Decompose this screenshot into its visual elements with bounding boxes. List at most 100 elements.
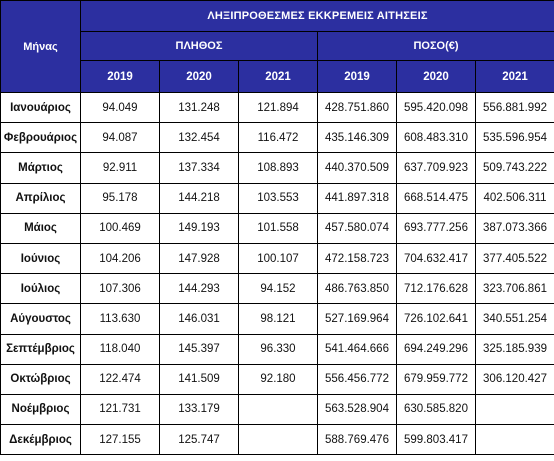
count-cell-2021: 98.121: [238, 303, 318, 335]
count-year-2019-header: 2019: [80, 60, 160, 93]
amount-cell-2021: 325.185.939: [474, 333, 554, 365]
month-cell: Μάρτιος: [0, 152, 81, 184]
count-cell-2020: 144.293: [159, 273, 239, 305]
amount-cell-2020: 693.777.256: [396, 212, 476, 244]
amount-cell-2020: 599.803.417: [396, 424, 476, 456]
amount-cell-2019: 441.897.318: [317, 182, 397, 214]
count-year-2020-header: 2020: [159, 60, 239, 93]
count-cell-2020: 146.031: [159, 303, 239, 335]
amount-cell-2021: 387.073.366: [474, 212, 554, 244]
count-cell-2020: 132.454: [159, 122, 239, 154]
count-cell-2021: 108.893: [238, 152, 318, 184]
count-year-2021-header: 2021: [238, 60, 318, 93]
count-group-header: ΠΛΗΘΟΣ: [80, 31, 318, 61]
table-row: Ιανουάριος 94.049 131.248 121.894 428.751.86…: [0, 91, 554, 124]
count-cell-2021: 116.472: [238, 122, 318, 154]
table-row: Μάιος 100.469 149.193 101.558 457.580.074 693…: [0, 212, 554, 244]
table-row: Φεβρουάριος 94.087 132.454 116.472 435.146.3…: [0, 122, 554, 154]
count-cell-2020: 131.248: [159, 91, 239, 124]
count-cell-2020: 133.179: [159, 393, 239, 426]
table-row: Απρίλιος 95.178 144.218 103.553 441.897.318 6…: [0, 182, 554, 214]
month-cell: Αύγουστος: [0, 303, 81, 335]
amount-cell-2021: 306.120.427: [474, 363, 554, 395]
count-cell-2019: 100.469: [80, 212, 160, 244]
count-cell-2019: 127.155: [80, 424, 160, 456]
amount-cell-2020: 637.709.923: [396, 152, 476, 184]
amount-cell-2019: 435.146.309: [317, 122, 397, 154]
count-cell-2020: 149.193: [159, 212, 239, 244]
count-cell-2021: 101.558: [238, 212, 318, 244]
amount-cell-2021: [474, 393, 554, 426]
amount-cell-2019: 588.769.476: [317, 424, 397, 456]
amount-cell-2019: 440.370.509: [317, 152, 397, 184]
amount-cell-2019: 457.580.074: [317, 212, 397, 244]
count-cell-2019: 122.474: [80, 363, 160, 395]
month-cell: Ιανουάριος: [0, 91, 81, 124]
table-title: ΛΗΞΙΠΡΟΘΕΣΜΕΣ ΕΚΚΡΕΜΕΙΣ ΑΙΤΗΣΕΙΣ: [79, 0, 554, 32]
amount-cell-2020: 630.585.820: [396, 393, 476, 426]
amount-cell-2020: 679.959.772: [396, 363, 476, 395]
amount-cell-2020: 608.483.310: [396, 122, 476, 154]
count-cell-2020: 144.218: [159, 182, 239, 214]
count-cell-2021: [238, 424, 318, 456]
count-cell-2021: 96.330: [238, 333, 318, 365]
amount-cell-2019: 527.169.964: [317, 303, 397, 335]
amount-year-2021-header: 2021: [474, 60, 554, 93]
count-cell-2021: 94.152: [238, 273, 318, 305]
table-row: Δεκέμβριος 127.155 125.747 588.769.476 599.8…: [0, 424, 554, 456]
amount-cell-2019: 472.158.723: [317, 242, 397, 275]
amount-cell-2021: 535.596.954: [474, 122, 554, 154]
count-cell-2019: 118.040: [80, 333, 160, 365]
amount-cell-2020: 595.420.098: [396, 91, 476, 124]
count-cell-2019: 107.306: [80, 273, 160, 305]
amount-group-header: ΠΟΣΟ(€): [316, 31, 554, 61]
amount-cell-2021: 323.706.861: [474, 273, 554, 305]
month-cell: Οκτώβριος: [0, 363, 81, 395]
amount-cell-2020: 668.514.475: [396, 182, 476, 214]
amount-year-2019-header: 2019: [317, 60, 397, 93]
amount-cell-2021: 509.743.222: [474, 152, 554, 184]
count-cell-2021: 92.180: [238, 363, 318, 395]
table-body: Ιανουάριος 94.049 131.248 121.894 428.751.86…: [0, 91, 554, 456]
count-cell-2019: 121.731: [80, 393, 160, 426]
count-cell-2019: 95.178: [80, 182, 160, 214]
amount-cell-2020: 694.249.296: [396, 333, 476, 365]
amount-cell-2021: 556.881.992: [474, 91, 554, 124]
table-row: Ιούνιος 104.206 147.928 100.107 472.158.723 7…: [0, 242, 554, 275]
amount-cell-2021: 340.551.254: [474, 303, 554, 335]
count-cell-2020: 145.397: [159, 333, 239, 365]
count-cell-2020: 125.747: [159, 424, 239, 456]
count-cell-2020: 137.334: [159, 152, 239, 184]
month-cell: Νοέμβριος: [0, 393, 81, 426]
amount-cell-2021: [474, 424, 554, 456]
count-cell-2019: 113.630: [80, 303, 160, 335]
month-column-header: Μήνας: [0, 0, 81, 93]
table-row: Ιούλιος 107.306 144.293 94.152 486.763.850 71…: [0, 273, 554, 305]
count-cell-2019: 92.911: [80, 152, 160, 184]
month-cell: Σεπτέμβριος: [0, 333, 81, 365]
count-cell-2021: 103.553: [238, 182, 318, 214]
count-cell-2019: 94.049: [80, 91, 160, 124]
table-row: Μάρτιος 92.911 137.334 108.893 440.370.509 63…: [0, 152, 554, 184]
amount-cell-2019: 428.751.860: [317, 91, 397, 124]
table-row: Σεπτέμβριος 118.040 145.397 96.330 541.464.6…: [0, 333, 554, 365]
amount-cell-2020: 712.176.628: [396, 273, 476, 305]
amount-cell-2020: 726.102.641: [396, 303, 476, 335]
amount-cell-2019: 563.528.904: [317, 393, 397, 426]
table-row: Οκτώβριος 122.474 141.509 92.180 556.456.772…: [0, 363, 554, 395]
count-cell-2019: 94.087: [80, 122, 160, 154]
count-cell-2019: 104.206: [80, 242, 160, 275]
table-header: Μήνας ΛΗΞΙΠΡΟΘΕΣΜΕΣ ΕΚΚΡΕΜΕΙΣ ΑΙΤΗΣΕΙΣ Π…: [0, 0, 554, 93]
table-row: Αύγουστος 113.630 146.031 98.121 527.169.964…: [0, 303, 554, 335]
amount-cell-2019: 541.464.666: [317, 333, 397, 365]
count-cell-2020: 147.928: [159, 242, 239, 275]
amount-cell-2019: 486.763.850: [317, 273, 397, 305]
amount-cell-2019: 556.456.772: [317, 363, 397, 395]
amount-cell-2021: 402.506.311: [474, 182, 554, 214]
month-cell: Μάιος: [0, 212, 81, 244]
month-cell: Φεβρουάριος: [0, 122, 81, 154]
count-cell-2021: 100.107: [238, 242, 318, 275]
count-cell-2021: 121.894: [238, 91, 318, 124]
month-cell: Απρίλιος: [0, 182, 81, 214]
amount-year-2020-header: 2020: [396, 60, 476, 93]
